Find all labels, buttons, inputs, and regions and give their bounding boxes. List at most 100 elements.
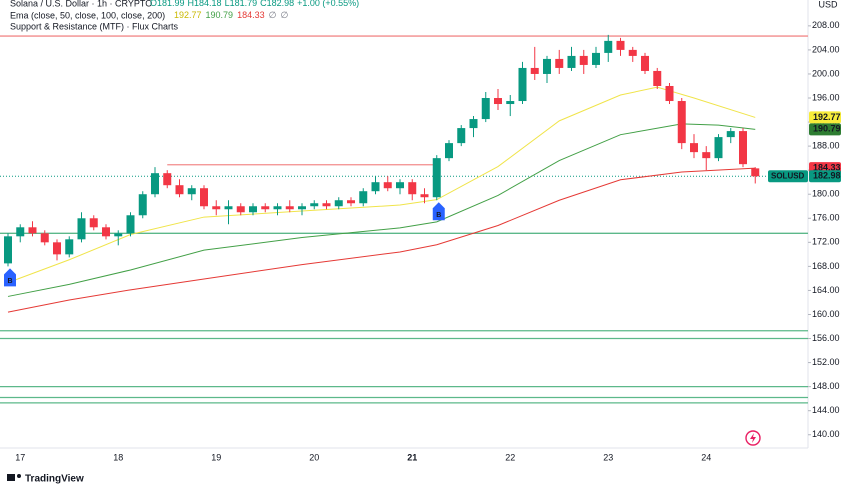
brand-logo bbox=[7, 474, 21, 481]
candle-body bbox=[567, 55, 576, 68]
candle-body bbox=[4, 236, 12, 264]
candle-body bbox=[16, 227, 25, 237]
candle-body bbox=[616, 40, 625, 50]
change: +1.00 (+0.55%) bbox=[297, 0, 359, 8]
x-tick-label: 20 bbox=[309, 452, 319, 462]
candle-body bbox=[77, 218, 86, 240]
price-tag bbox=[809, 170, 841, 183]
candle-body bbox=[457, 128, 466, 144]
y-tick-label: 172.00 bbox=[812, 237, 840, 247]
candle-body bbox=[604, 40, 613, 53]
candle-body bbox=[200, 188, 208, 207]
candle-body bbox=[40, 233, 49, 243]
candle-body bbox=[714, 137, 723, 159]
candle-body bbox=[151, 173, 159, 195]
candle-body bbox=[481, 98, 490, 120]
ohlc-value: H184.18 bbox=[188, 0, 222, 8]
ema-value: 192.77 bbox=[174, 10, 202, 20]
candle-body bbox=[677, 101, 686, 144]
candle-body bbox=[555, 58, 564, 68]
price-tag bbox=[809, 111, 841, 124]
ema-label: Ema (close, 50, close, 100, close, 200) bbox=[10, 10, 165, 20]
candle-body bbox=[224, 206, 233, 210]
ohlc-value: C182.98 bbox=[260, 0, 294, 8]
x-tick-label: 22 bbox=[505, 452, 515, 462]
y-tick-label: 168.00 bbox=[812, 261, 840, 271]
y-tick-label: 160.00 bbox=[812, 309, 840, 319]
ema-line bbox=[7, 167, 756, 313]
candle-body bbox=[739, 131, 747, 165]
price-tag-label: 182.98 bbox=[813, 171, 841, 181]
candle-body bbox=[530, 67, 539, 74]
lightning-icon[interactable] bbox=[745, 430, 761, 446]
candle-body bbox=[65, 239, 74, 255]
y-tick-label: 188.00 bbox=[812, 140, 840, 150]
candle-body bbox=[396, 182, 404, 189]
axis-unit: USD bbox=[818, 0, 838, 9]
y-tick-label: 148.00 bbox=[812, 381, 840, 391]
candle-body bbox=[518, 67, 527, 102]
ema-empty: ∅ bbox=[269, 10, 277, 20]
candle-body bbox=[175, 185, 184, 195]
candle-body bbox=[347, 200, 355, 204]
candle-body bbox=[261, 206, 270, 210]
candle-body bbox=[592, 52, 600, 65]
candle-body bbox=[641, 55, 649, 71]
y-tick-label: 200.00 bbox=[812, 68, 840, 78]
candle-body bbox=[408, 182, 417, 195]
overlay: 140.00 144.00 148.00 152.00 156.00 160.00 164.… bbox=[4, 20, 841, 462]
candle-body bbox=[114, 233, 123, 237]
ohlc-value: L181.79 bbox=[225, 0, 258, 8]
candle-body bbox=[371, 182, 380, 192]
candle-body bbox=[212, 206, 221, 210]
candle-body bbox=[726, 131, 735, 138]
candle-body bbox=[432, 158, 441, 198]
y-tick-label: 156.00 bbox=[812, 333, 840, 343]
candle-body bbox=[138, 194, 147, 216]
symbol-tag-label: SOLUSD bbox=[771, 171, 805, 180]
candle-body bbox=[236, 206, 245, 213]
x-tick-label: 17 bbox=[15, 452, 25, 462]
price-tag-label: 190.79 bbox=[813, 124, 841, 134]
symbol: Solana / U.S. Dollar · 1h · CRYPTO bbox=[10, 0, 152, 8]
candle-body bbox=[187, 188, 196, 195]
x-tick-label: 23 bbox=[603, 452, 613, 462]
candle-body bbox=[506, 101, 515, 105]
price-tag-label: 192.77 bbox=[813, 112, 841, 122]
candle-body bbox=[690, 143, 698, 153]
y-tick-label: 204.00 bbox=[812, 44, 840, 54]
ema-empty: ∅ bbox=[280, 10, 288, 20]
x-tick-label: 24 bbox=[701, 452, 711, 462]
ohlc-value: O181.99 bbox=[150, 0, 185, 8]
price-tag bbox=[809, 123, 841, 136]
candle-body bbox=[126, 215, 135, 234]
candle-body bbox=[28, 227, 37, 234]
ema-values: 192.77 190.79 184.33 ∅ ∅ bbox=[174, 10, 288, 20]
candle-body bbox=[653, 70, 662, 86]
symbol-tag bbox=[768, 170, 808, 183]
candle-body bbox=[702, 152, 711, 159]
candle-body bbox=[751, 168, 760, 177]
ema-value: 184.33 bbox=[237, 10, 265, 20]
signal-marker bbox=[4, 268, 16, 287]
candle-body bbox=[628, 49, 637, 56]
y-tick-label: 152.00 bbox=[812, 357, 840, 367]
indicator: Support & Resistance (MTF) · Flux Charts bbox=[10, 21, 179, 31]
candle-body bbox=[359, 191, 368, 204]
candle-body bbox=[334, 200, 343, 207]
ema-value: 190.79 bbox=[206, 10, 234, 20]
y-tick-label: 176.00 bbox=[812, 213, 840, 223]
candle-body bbox=[445, 143, 453, 159]
ohlc: O181.99 H184.18 L181.79 C182.98 +1.00 (+0.55… bbox=[150, 0, 359, 8]
candle-body bbox=[420, 194, 429, 198]
candle-body bbox=[543, 58, 551, 74]
candle-body bbox=[494, 98, 502, 105]
signal-label: B bbox=[7, 278, 12, 285]
candle-body bbox=[163, 173, 172, 186]
brand: TradingView bbox=[25, 474, 84, 485]
y-tick-label: 144.00 bbox=[812, 405, 840, 415]
signal-label: B bbox=[436, 212, 441, 219]
candle-body bbox=[89, 218, 98, 228]
